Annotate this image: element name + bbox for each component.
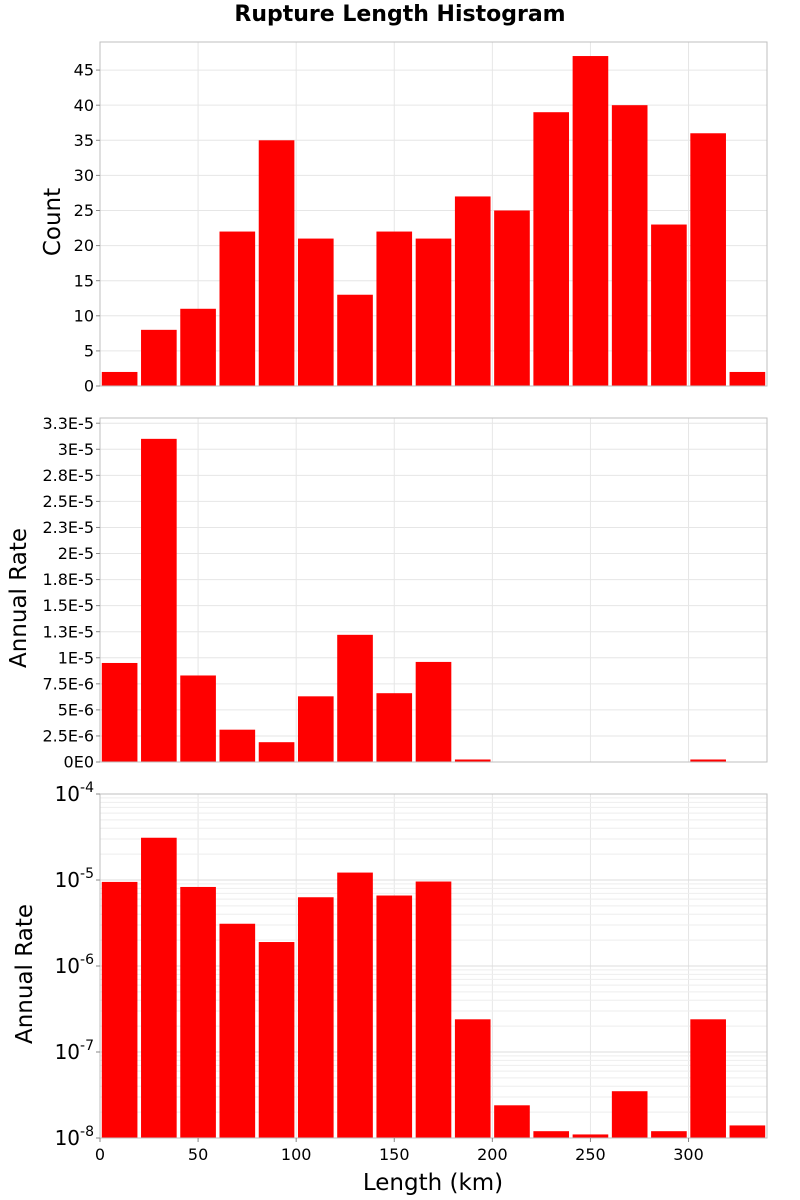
histogram-bar: [258, 942, 295, 1138]
x-tick-label: 300: [673, 1145, 704, 1164]
histogram-bar: [219, 729, 256, 762]
y-tick-label: 10-8: [55, 1124, 94, 1150]
histogram-bar: [690, 133, 726, 386]
histogram-bar: [690, 1019, 726, 1138]
chart-title: Rupture Length Histogram: [234, 2, 566, 27]
histogram-bar: [258, 742, 295, 762]
y-axis-label: Count: [40, 188, 66, 256]
histogram-bar: [337, 872, 373, 1138]
y-tick-label: 2.5E-6: [42, 727, 94, 746]
y-tick-label: 0E0: [64, 753, 94, 772]
y-tick-label: 7.5E-6: [42, 674, 94, 693]
y-tick-label: 2.5E-5: [42, 492, 94, 511]
histogram-bar: [729, 371, 766, 386]
histogram-bar: [533, 1131, 570, 1138]
annual-rate-linear-panel: 0E0 2.5E-6 5E-6 7.5E-6 1E-5 1.3E-5 1.5E-5 1.8E-…: [6, 414, 768, 772]
y-tick-label: 20: [74, 236, 94, 255]
histogram-bar: [219, 231, 256, 386]
histogram-bar: [454, 759, 491, 762]
histogram-bar: [297, 696, 334, 762]
histogram-bar: [415, 661, 452, 762]
plot-frame: [99, 41, 768, 387]
y-tick-label: 25: [74, 201, 94, 220]
histogram-bar: [376, 231, 413, 386]
y-tick-label: 35: [74, 131, 94, 150]
histogram-bar: [101, 662, 138, 762]
y-tick-label: 1.5E-5: [42, 596, 94, 615]
y-tick-labels: 10-8 10-7 10-6 10-5 10-4: [55, 780, 100, 1150]
x-tick-labels: 0 50 100 150 200 250 300: [95, 1138, 704, 1164]
histogram-bar: [258, 140, 295, 386]
y-tick-label: 3E-5: [58, 440, 94, 459]
histogram-bar: [651, 224, 687, 386]
y-tick-label: 10: [74, 306, 94, 325]
y-tick-label: 10-6: [55, 952, 95, 978]
histogram-bar: [141, 438, 177, 762]
histogram-bar: [533, 112, 570, 387]
y-tick-label: 5: [84, 341, 94, 360]
histogram-bar: [376, 895, 413, 1138]
histogram-bar: [611, 105, 648, 387]
histogram-bar: [494, 1105, 530, 1138]
y-tick-label: 15: [74, 271, 94, 290]
plot-frame: [99, 417, 768, 763]
y-tick-label: 0: [84, 377, 94, 396]
histogram-bar: [572, 56, 609, 386]
y-tick-label: 10-5: [55, 866, 94, 892]
histogram-bar: [219, 923, 256, 1138]
histogram-bar: [180, 886, 216, 1138]
histogram-bar: [141, 837, 177, 1138]
histogram-bar: [180, 675, 216, 762]
histogram-bar: [690, 759, 726, 762]
y-axis-label: Annual Rate: [6, 528, 32, 668]
bars: [101, 56, 766, 387]
y-tick-label: 1.8E-5: [42, 570, 94, 589]
x-tick-label: 0: [95, 1145, 105, 1164]
y-tick-label: 45: [74, 61, 94, 80]
y-tick-label: 2.3E-5: [42, 518, 94, 537]
histogram-bar: [180, 308, 216, 386]
histogram-bar: [101, 881, 138, 1138]
y-tick-labels: 0E0 2.5E-6 5E-6 7.5E-6 1E-5 1.3E-5 1.5E-5 1.8E-…: [42, 414, 100, 772]
x-tick-label: 250: [575, 1145, 606, 1164]
histogram-bar: [611, 1091, 648, 1138]
y-tick-label: 1.3E-5: [42, 622, 94, 641]
y-tick-labels: 0 5 10 15 20 25 30 35 40 45: [74, 61, 100, 396]
histogram-bar: [101, 371, 138, 386]
count-panel: 0 5 10 15 20 25 30 35 40 45 Count: [40, 41, 768, 396]
y-tick-label: 2E-5: [58, 544, 94, 563]
y-tick-label: 30: [74, 166, 94, 185]
histogram-bar: [337, 294, 373, 386]
histogram-bar: [651, 1131, 687, 1138]
y-tick-label: 2.8E-5: [42, 466, 94, 485]
bars: [101, 438, 766, 762]
histogram-bar: [297, 238, 334, 386]
histogram-bar: [494, 210, 530, 386]
y-axis-label: Annual Rate: [12, 904, 38, 1044]
histogram-bar: [454, 1019, 491, 1138]
x-tick-label: 50: [188, 1145, 208, 1164]
histogram-bar: [572, 1134, 609, 1138]
y-tick-label: 10-4: [55, 780, 95, 806]
y-tick-label: 3.3E-5: [42, 414, 94, 433]
y-tick-label: 1E-5: [58, 648, 94, 667]
x-tick-label: 200: [477, 1145, 508, 1164]
histogram-bar: [415, 238, 452, 386]
histogram-bar: [297, 897, 334, 1138]
histogram-bar: [376, 693, 413, 762]
y-tick-label: 40: [74, 96, 94, 115]
y-tick-label: 10-7: [55, 1038, 94, 1064]
y-tick-label: 5E-6: [58, 700, 94, 719]
histogram-bar: [337, 634, 373, 762]
histogram-bar: [141, 329, 177, 386]
bars: [101, 837, 766, 1138]
x-tick-label: 100: [281, 1145, 312, 1164]
annual-rate-log-panel: 10-8 10-7 10-6 10-5 10-4 Annual Rate 0 50 100 150…: [12, 780, 768, 1164]
x-axis-label: Length (km): [363, 1170, 503, 1196]
x-tick-label: 150: [379, 1145, 410, 1164]
histogram-bar: [415, 881, 452, 1138]
histogram-bar: [454, 196, 491, 386]
histogram-bar: [729, 1125, 766, 1138]
